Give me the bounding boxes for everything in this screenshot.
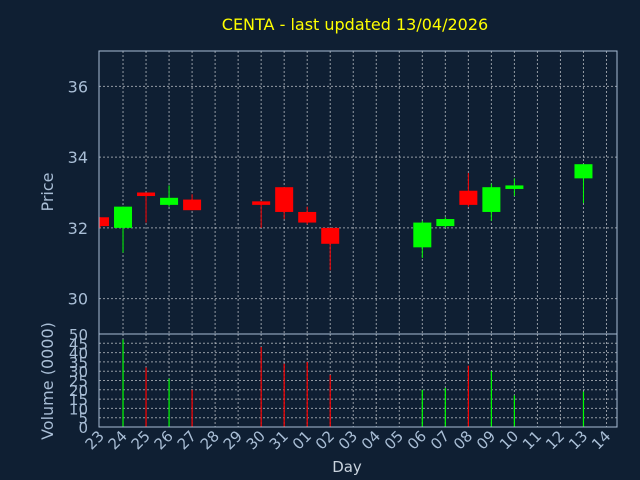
volume-tick-label: 30 xyxy=(69,363,88,381)
candle xyxy=(160,185,179,207)
candles xyxy=(99,164,593,271)
candle-body xyxy=(183,199,202,211)
price-axis-label: Price xyxy=(38,172,57,211)
candle xyxy=(505,178,524,197)
volume-tick-label: 20 xyxy=(69,382,88,400)
candle xyxy=(275,187,294,220)
candle-body xyxy=(459,190,478,205)
candle-body xyxy=(137,192,156,197)
candle xyxy=(413,220,432,258)
volume-tick-label: 35 xyxy=(69,354,88,372)
candle-body xyxy=(114,206,133,228)
x-tick-labels: 2324252627282930310102030405060708091011… xyxy=(82,427,615,453)
volume-gridlines xyxy=(99,334,617,427)
price-gridlines xyxy=(99,51,617,334)
candle xyxy=(459,173,478,207)
candle-body xyxy=(321,227,340,244)
candle-body xyxy=(298,211,317,223)
x-tick-label: 14 xyxy=(588,427,614,453)
candle xyxy=(183,194,202,211)
volume-bars xyxy=(122,339,585,427)
volume-tick-label: 45 xyxy=(69,335,88,353)
candle-body xyxy=(99,217,109,227)
candle-body xyxy=(505,185,524,189)
volume-panel-frame xyxy=(98,333,618,428)
x-axis-label: Day xyxy=(332,458,362,476)
candle-body xyxy=(482,187,501,212)
volume-tick-label: 5 xyxy=(78,410,88,428)
candle xyxy=(321,227,340,271)
candle xyxy=(252,201,271,228)
candle xyxy=(574,164,593,204)
volume-axis-label: Volume (0000) xyxy=(38,322,57,440)
candle-body xyxy=(275,187,294,212)
candle xyxy=(482,183,501,221)
candle xyxy=(99,217,109,228)
price-tick-label: 34 xyxy=(68,148,88,167)
volume-tick-label: 40 xyxy=(69,345,88,363)
price-tick-label: 32 xyxy=(68,219,88,238)
candle xyxy=(298,206,317,225)
volume-tick-label: 0 xyxy=(78,419,88,437)
candle-body xyxy=(413,222,432,248)
price-tick-labels: 30 32 34 36 xyxy=(68,77,88,308)
volume-tick-label: 50 xyxy=(69,326,88,344)
candle xyxy=(137,192,156,223)
price-tick-label: 36 xyxy=(68,77,88,96)
volume-tick-label: 10 xyxy=(69,400,88,418)
price-panel-frame xyxy=(98,50,618,335)
price-tick-label: 30 xyxy=(68,290,88,309)
candle-body xyxy=(252,201,271,205)
candle xyxy=(436,217,455,228)
chart-title: CENTA - last updated 13/04/2026 xyxy=(222,15,488,34)
candle-body xyxy=(436,219,455,227)
candle-body xyxy=(160,197,179,205)
candle xyxy=(114,206,133,253)
volume-tick-label: 15 xyxy=(69,391,88,409)
volume-tick-label: 25 xyxy=(69,373,88,391)
axes xyxy=(98,50,618,428)
candle-body xyxy=(574,164,593,179)
